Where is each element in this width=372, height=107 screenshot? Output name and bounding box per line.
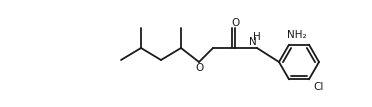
- Text: O: O: [195, 63, 203, 73]
- Text: H: H: [253, 32, 261, 42]
- Text: NH₂: NH₂: [287, 30, 307, 40]
- Text: N: N: [249, 37, 257, 47]
- Text: O: O: [232, 18, 240, 28]
- Text: Cl: Cl: [313, 82, 323, 92]
